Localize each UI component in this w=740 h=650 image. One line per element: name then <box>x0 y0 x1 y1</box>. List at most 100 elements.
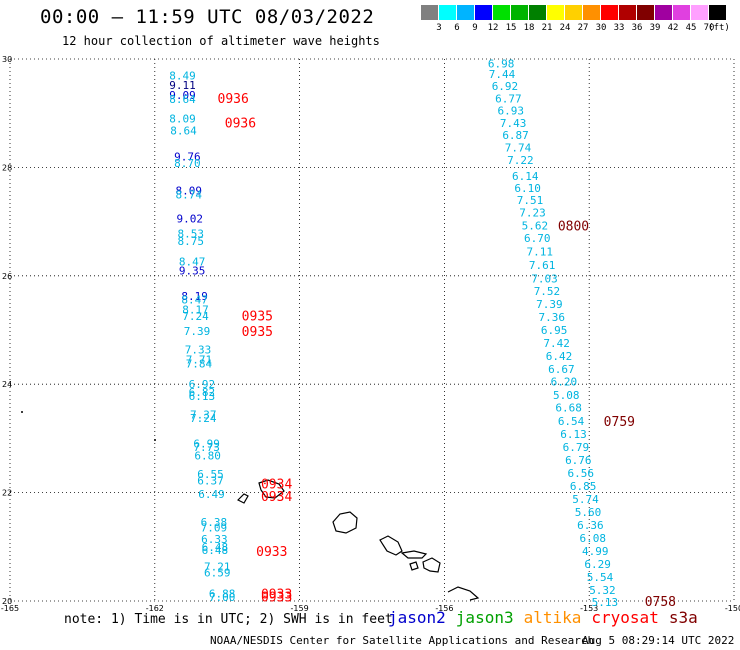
color-scale-unit: (ft) <box>708 23 730 33</box>
swh-value-label: 8.47 <box>181 294 208 307</box>
time-labels: 0936093609350935093409340933093309330800… <box>218 92 676 610</box>
swh-value-label: 9.76 <box>174 151 201 164</box>
swh-value-label: 4.99 <box>582 545 609 558</box>
time-label: 0933 <box>261 587 292 602</box>
swh-value-label: 7.11 <box>526 245 553 258</box>
color-scale-label: 33 <box>613 23 625 33</box>
color-scale-label: 36 <box>631 23 643 33</box>
swh-value-label: 7.00 <box>209 591 236 604</box>
time-label: 0936 <box>218 92 249 107</box>
swh-value-label: 6.98 <box>488 57 514 70</box>
swh-value-label: 6.59 <box>204 566 231 579</box>
color-swatch <box>547 5 564 20</box>
color-scale-label: 24 <box>559 23 571 33</box>
swh-value-label: 7.24 <box>182 310 209 323</box>
swh-value-label: 6.67 <box>548 363 575 376</box>
x-tick-label: -156 <box>435 604 453 613</box>
footnote: note: 1) Time is in UTC; 2) SWH is in fe… <box>64 612 393 627</box>
swh-value-label: 8.53 <box>177 228 204 241</box>
swh-value-label: 6.87 <box>502 129 529 142</box>
color-swatch <box>493 5 510 20</box>
swh-value-label: 8.64 <box>170 125 197 138</box>
y-tick-label: 24 <box>2 380 12 389</box>
swh-value-label: 6.85 <box>570 480 597 493</box>
color-swatch <box>601 5 618 20</box>
swh-value-label: 5.54 <box>587 571 614 584</box>
swh-value-label: 6.76 <box>565 454 592 467</box>
swh-value-label: 8.09 <box>169 113 196 126</box>
color-swatch <box>691 5 708 20</box>
swh-value-label: 9.02 <box>177 212 204 225</box>
y-tick-label: 20 <box>2 597 12 606</box>
swh-value-label: 6.42 <box>546 350 573 363</box>
color-scale-label: 12 <box>487 23 499 33</box>
swh-value-label: 7.74 <box>505 141 532 154</box>
satellite-legend: jason2 jason3 altika cryosat s3a <box>388 608 708 627</box>
color-swatch <box>529 5 546 20</box>
swh-value-label: 5.74 <box>572 493 599 506</box>
swh-value-label: 6.08 <box>580 532 607 545</box>
color-swatch <box>619 5 636 20</box>
color-scale-label: 15 <box>505 23 517 33</box>
swh-value-label: 7.09 <box>201 521 228 534</box>
x-tick-label: -162 <box>146 604 164 613</box>
satellite-name-jason2: jason2 <box>388 608 446 627</box>
swh-value-label: 5.13 <box>592 596 619 609</box>
swh-value-label: 6.92 <box>492 80 518 93</box>
swh-value-label: 6.95 <box>541 324 568 337</box>
swh-value-label: 6.80 <box>194 450 221 463</box>
color-swatch <box>655 5 672 20</box>
swh-value-label: 6.37 <box>197 475 224 488</box>
swh-value-label: 7.43 <box>500 117 527 130</box>
swh-value-label: 7.84 <box>186 358 213 371</box>
swh-value-label: 6.88 <box>209 587 236 600</box>
coastline-hawaii <box>447 586 480 601</box>
color-swatch <box>439 5 456 20</box>
time-label: 0934 <box>261 490 292 505</box>
swh-value-label: 7.39 <box>184 325 211 338</box>
x-tick-label: -153 <box>580 604 598 613</box>
swh-value-label: 8.47 <box>179 256 206 269</box>
time-label: 0936 <box>225 116 256 131</box>
color-swatch <box>511 5 528 20</box>
y-tick-label: 30 <box>2 55 12 64</box>
color-swatch <box>421 5 438 20</box>
color-scale-label: 30 <box>595 23 607 33</box>
swh-value-label: 6.70 <box>524 232 551 245</box>
coastline-layer <box>21 411 480 601</box>
dot-marker <box>154 439 156 441</box>
swh-value-label: 9.11 <box>169 79 196 92</box>
swh-value-label: 5.62 <box>522 219 549 232</box>
color-swatch <box>565 5 582 20</box>
coastline-oahu <box>379 535 403 556</box>
swh-value-label: 6.13 <box>560 428 587 441</box>
satellite-name-cryosat: cryosat <box>591 608 659 627</box>
swh-value-label: 6.68 <box>555 402 582 415</box>
color-scale-label: 9 <box>472 23 478 33</box>
swh-value-label: 8.74 <box>176 189 203 202</box>
time-label: 0935 <box>242 325 273 340</box>
swh-value-label: 6.99 <box>193 437 220 450</box>
swh-value-label: 8.19 <box>181 290 208 303</box>
x-tick-label: -165 <box>1 604 19 613</box>
swh-value-label: 7.44 <box>489 68 516 81</box>
time-label: 0933 <box>261 591 292 606</box>
color-scale-label: 45 <box>685 23 697 33</box>
time-label: 0935 <box>242 309 273 324</box>
swh-value-label: 6.38 <box>201 516 228 529</box>
swh-value-label: 5.08 <box>553 389 580 402</box>
swh-value-label: 6.48 <box>202 541 229 554</box>
coastline-molokai <box>400 550 428 559</box>
swh-value-label: 7.37 <box>190 409 217 422</box>
satellite-name-jason3: jason3 <box>455 608 514 627</box>
swh-value-label: 6.14 <box>512 170 539 183</box>
swh-value-label: 6.82 <box>189 386 216 399</box>
swh-value-label: 6.49 <box>198 488 225 501</box>
swh-value-label: 7.73 <box>193 441 220 454</box>
swh-value-label: 7.24 <box>190 412 217 425</box>
swh-value-label: 6.20 <box>551 375 578 388</box>
time-label: 0933 <box>256 545 287 560</box>
swh-value-label: 7.52 <box>534 285 561 298</box>
swh-value-label: 8.49 <box>169 69 196 82</box>
